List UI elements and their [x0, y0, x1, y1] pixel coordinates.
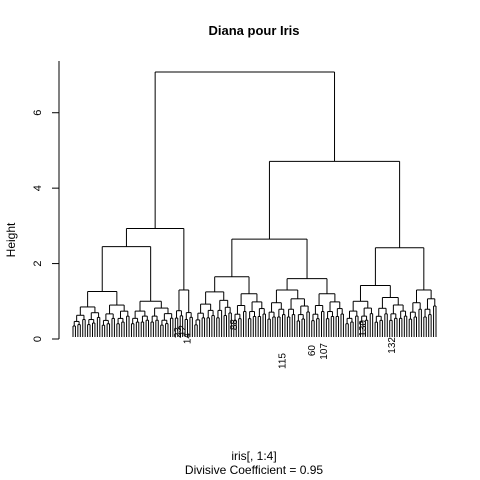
y-tick-label: 4 [32, 185, 44, 191]
x-axis-label: iris[, 1:4] [231, 449, 276, 463]
y-axis-label: Height [4, 222, 18, 257]
y-tick-label: 6 [32, 110, 44, 116]
leaf-label: 132 [387, 337, 398, 354]
y-axis: 0 2 4 6 [32, 61, 60, 342]
dendrogram-branches [72, 71, 437, 337]
y-ticks: 0 2 4 6 [32, 110, 59, 342]
leaf-label: 115 [278, 353, 289, 369]
leaf-label: 88 [229, 319, 240, 331]
leaf-label: 12 [178, 325, 189, 337]
chart-title: Diana pour Iris [208, 23, 299, 38]
leaf-label: 23 [173, 327, 184, 339]
leaf-label: 60 [307, 345, 318, 357]
y-tick-label: 0 [32, 336, 44, 342]
y-tick-label: 2 [32, 261, 44, 267]
leaf-label: 107 [319, 343, 330, 360]
divisive-coefficient: Divisive Coefficient = 0.95 [185, 463, 324, 477]
leaf-label: 130 [358, 320, 369, 337]
leaf-label: 14 [183, 333, 194, 345]
